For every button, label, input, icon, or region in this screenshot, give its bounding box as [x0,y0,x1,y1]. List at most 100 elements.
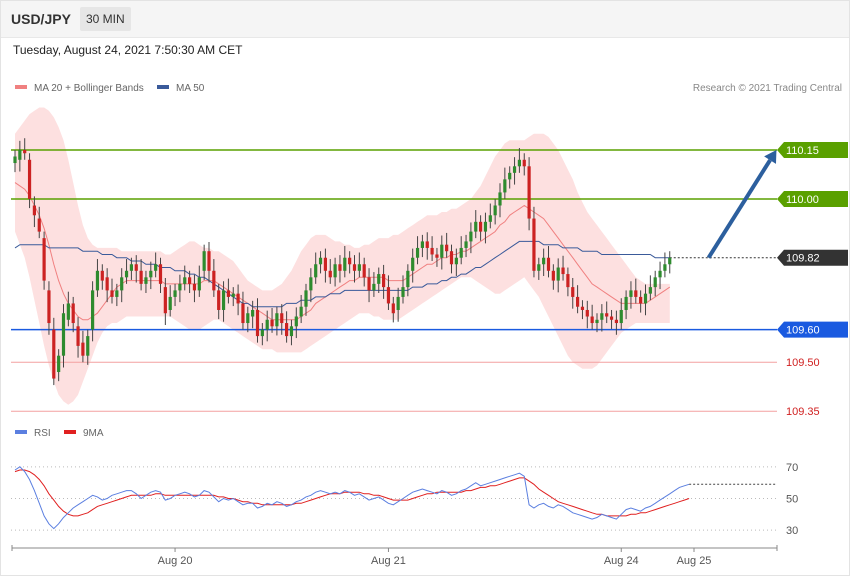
candle [188,270,192,293]
candle [561,255,565,281]
candle-body [454,257,458,265]
candle [328,259,332,284]
candle [265,310,269,342]
candle [318,251,323,274]
candle-body [66,303,70,320]
candle-body [217,290,221,310]
candle-body [357,264,361,271]
candle [91,281,95,342]
candle [202,244,206,280]
candle-body [391,303,395,314]
candle-body [343,257,347,271]
candle [139,259,143,291]
symbol-label: USD/JPY [11,11,71,27]
candle-body [47,290,51,324]
candle-body [503,179,507,193]
candle-body [37,218,41,232]
candle [532,206,536,278]
candle [445,232,449,258]
level-label: 109.35 [786,406,820,418]
candle [386,275,391,310]
level-tag [777,249,848,266]
rsi-tick-label: 70 [786,462,798,474]
forecast-arrowhead [764,149,777,164]
candle [435,247,439,267]
legend-swatch [157,85,169,89]
candle-body [362,264,366,278]
candle [571,277,575,309]
candle [459,236,463,265]
candle [173,283,177,307]
candle [309,268,313,303]
candle [95,259,100,297]
candle [47,281,51,335]
legend-swatch [15,85,27,89]
candle-body [474,221,478,232]
candle-body [512,166,517,173]
candle-body [348,257,352,265]
candle [580,300,585,320]
candle [18,140,22,172]
candle-body [643,293,648,304]
candle-body [411,257,415,271]
candle-body [508,172,512,180]
candle [382,264,386,299]
candle-body [542,257,546,265]
candle-body [61,313,66,356]
level-label: 110.00 [786,194,819,206]
candle [255,298,260,343]
candle-body [110,290,114,297]
rsi-line [14,466,690,530]
candle-body [595,319,599,324]
candle [129,257,133,280]
candle [406,264,410,297]
candle [624,290,628,320]
candle-body [338,264,342,271]
candle [658,261,662,290]
candle [556,258,560,293]
candle [66,291,70,327]
forecast-arrow [706,159,772,259]
candle-body [91,290,95,330]
candle [377,267,381,293]
candle-body [23,149,27,154]
candle-body [100,270,104,281]
candle [158,257,163,293]
candle-body [415,247,420,258]
candle-body [178,283,182,291]
candle-body [580,306,585,310]
candle-body [183,277,187,284]
ma20-line [14,182,671,321]
candle-body [86,336,90,356]
candle [469,222,473,254]
x-tick-label: Aug 25 [677,555,712,567]
candle-body [32,205,36,216]
candle [372,272,376,297]
candle-body [382,274,386,288]
candle-body [270,319,274,327]
candle [246,306,250,333]
candle [357,252,361,278]
candle-body [231,293,235,297]
candle-body [653,277,657,288]
candle-body [323,257,327,271]
candle [503,167,507,199]
candle-body [163,287,167,314]
candle [600,304,604,332]
candle-body [386,287,391,304]
candle [348,251,352,274]
candle [479,215,483,241]
candle-body [498,192,502,206]
level-tag [777,321,848,338]
candle-body [449,251,454,265]
candle [449,244,454,274]
candle-body [537,264,541,271]
candle [425,232,429,260]
candle-body [139,270,143,284]
candle [154,252,158,278]
legend-label: RSI [34,428,51,439]
timeframe-button[interactable]: 30 MIN [80,7,131,31]
candle [362,257,366,287]
